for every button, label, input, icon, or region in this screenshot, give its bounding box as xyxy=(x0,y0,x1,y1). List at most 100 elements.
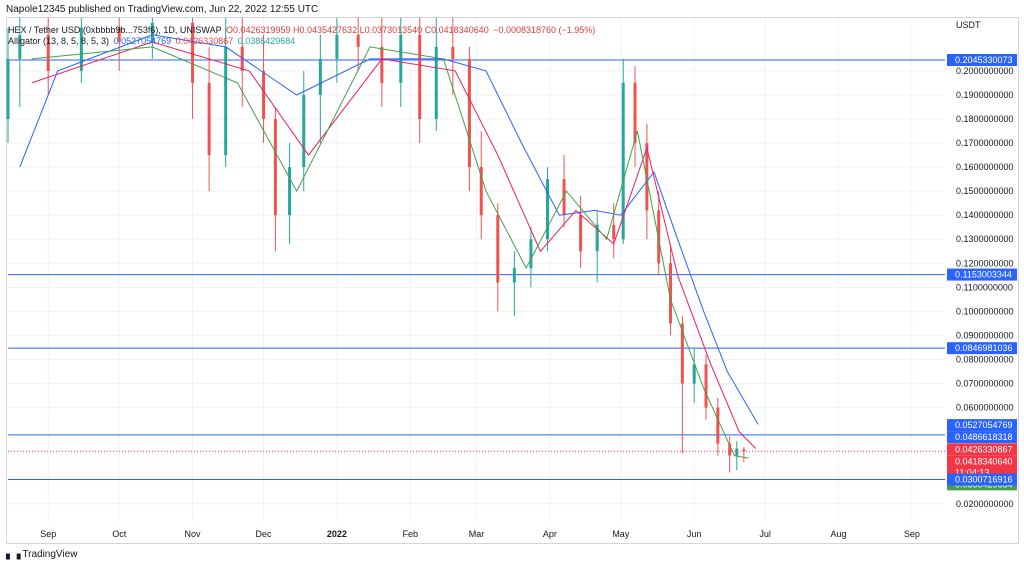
candle-body xyxy=(434,46,438,119)
candle-body xyxy=(451,46,455,59)
price-badge-label: 0.0300716916 xyxy=(955,475,1013,485)
time-tick-label: Sep xyxy=(40,529,56,539)
time-tick-label: Feb xyxy=(402,529,418,539)
price-badge-label: 11:04:13 xyxy=(955,467,989,477)
price-badge-label: 0.0426330867 xyxy=(955,444,1013,454)
brand-name[interactable]: TradingView xyxy=(22,549,78,560)
candle-body xyxy=(117,27,121,43)
alligator-jaw-line xyxy=(19,34,759,425)
candle-body xyxy=(207,82,211,156)
candle-body xyxy=(262,70,266,119)
price-badge-bg xyxy=(947,268,1017,281)
price-tick-label: 0.1800000000 xyxy=(956,114,1014,124)
time-tick-label: Sep xyxy=(904,529,920,539)
time-tick-label: Jul xyxy=(759,529,771,539)
candle-body xyxy=(288,167,292,216)
candle-body xyxy=(704,364,708,408)
candle-body xyxy=(418,34,422,120)
price-badge-bg xyxy=(947,443,1017,456)
price-axis-currency: USDT xyxy=(956,20,981,30)
candle-body xyxy=(356,34,360,47)
candle-body xyxy=(529,239,533,269)
symbol-label: HEX / Tether USD (0xbbbb9b...753f6), 1D,… xyxy=(8,25,222,35)
price-badge-bg xyxy=(947,455,1017,468)
candle-body xyxy=(735,448,739,456)
candle-body xyxy=(579,215,583,252)
price-badge-label: 0.0846981036 xyxy=(955,343,1013,353)
indicator-name[interactable]: Alligator (13, 8, 5, 8, 5, 3) xyxy=(8,36,110,46)
candle-body xyxy=(621,82,625,240)
candle-body xyxy=(562,179,566,216)
price-tick-label: 0.1200000000 xyxy=(956,258,1014,268)
candle-body xyxy=(79,27,83,71)
price-badge-bg xyxy=(947,431,1017,444)
candle-body xyxy=(496,215,500,283)
time-axis: Sep Oct Nov Dec 2022 Feb Mar Apr May Jun Jul Aug Sep xyxy=(40,529,920,539)
candle-body xyxy=(191,22,195,83)
chart-legend: HEX / Tether USD (0xbbbb9b...753f6), 1D,… xyxy=(8,25,595,47)
candle-body xyxy=(335,34,339,59)
price-tick-label: 0.0800000000 xyxy=(956,354,1014,364)
price-badge: 0.1153003344 xyxy=(947,268,1017,281)
time-tick-label: Nov xyxy=(185,529,202,539)
time-tick-label: May xyxy=(612,529,630,539)
price-badge: 0.0418340640 xyxy=(947,455,1017,468)
alligator-teeth-line xyxy=(31,41,757,449)
candle-body xyxy=(595,224,599,252)
alligator-lips-line xyxy=(31,46,749,459)
ohlc-values: O0.0426319959 H0.0435427632 L0.037301354… xyxy=(225,25,489,35)
price-badge-bg xyxy=(947,342,1017,355)
candle-body xyxy=(669,263,673,324)
price-tick-label: 0.0700000000 xyxy=(956,379,1014,389)
price-tick-label: 0.0900000000 xyxy=(956,330,1014,340)
candle-body xyxy=(728,443,732,456)
publisher-line: Napole12345 published on TradingView.com… xyxy=(6,4,319,15)
price-tick-label: 0.1100000000 xyxy=(956,282,1013,292)
price-badge-label: 0.2045330073 xyxy=(955,55,1013,65)
candle-body xyxy=(633,82,637,144)
alligator-lines xyxy=(19,34,759,459)
time-tick-label: Apr xyxy=(543,529,557,539)
price-tick-label: 0.1900000000 xyxy=(956,90,1014,100)
time-tick-label: 2022 xyxy=(327,529,347,539)
lips-value: 0.0386429684 xyxy=(237,36,296,46)
candle-body xyxy=(692,364,696,384)
candle-body xyxy=(680,323,684,384)
price-tick-label: 0.0200000000 xyxy=(956,499,1014,509)
price-axis: USDT 0.2000000000 0.1900000000 0.1800000000… xyxy=(956,20,1014,509)
price-badge: 0.0527054769 xyxy=(947,419,1017,432)
time-tick-label: Jun xyxy=(687,529,702,539)
candle-body xyxy=(150,22,154,43)
price-tick-label: 0.1700000000 xyxy=(956,138,1014,148)
price-badge: 0.0846981036 xyxy=(947,342,1017,355)
price-badge-bg xyxy=(947,419,1017,432)
price-tick-label: 0.1400000000 xyxy=(956,210,1014,220)
footer: ▖▗ TradingView xyxy=(6,549,77,560)
jaw-value: 0.0527054769 xyxy=(113,36,172,46)
price-badges: 0.2045330073 0.1153003344 0.0846981036 0.05… xyxy=(947,54,1017,491)
candle-body xyxy=(318,58,322,95)
candle-body xyxy=(18,34,22,59)
candle-body xyxy=(6,58,10,119)
price-badge: 0.0300716916 xyxy=(947,473,1017,486)
grid xyxy=(8,18,945,523)
candle-body xyxy=(612,224,616,240)
price-badge-label: 0.1153003344 xyxy=(955,270,1012,280)
price-badge-bg xyxy=(947,54,1017,67)
time-tick-label: Aug xyxy=(831,529,847,539)
candle-body xyxy=(716,407,720,444)
price-tick-label: 0.2000000000 xyxy=(956,66,1014,76)
price-badge-bg xyxy=(947,473,1017,486)
candle-body xyxy=(46,34,50,71)
price-tick-label: 0.1000000000 xyxy=(956,306,1014,316)
candle-body xyxy=(545,179,549,240)
candle-body xyxy=(240,46,244,71)
price-tick-label: 0.1300000000 xyxy=(956,234,1014,244)
candle-body xyxy=(467,58,471,168)
candle-body xyxy=(742,449,746,452)
candle-body xyxy=(302,94,306,168)
tradingview-logo-icon: ▖▗ xyxy=(6,549,20,560)
time-tick-label: Oct xyxy=(112,529,127,539)
candle-body xyxy=(224,46,228,156)
